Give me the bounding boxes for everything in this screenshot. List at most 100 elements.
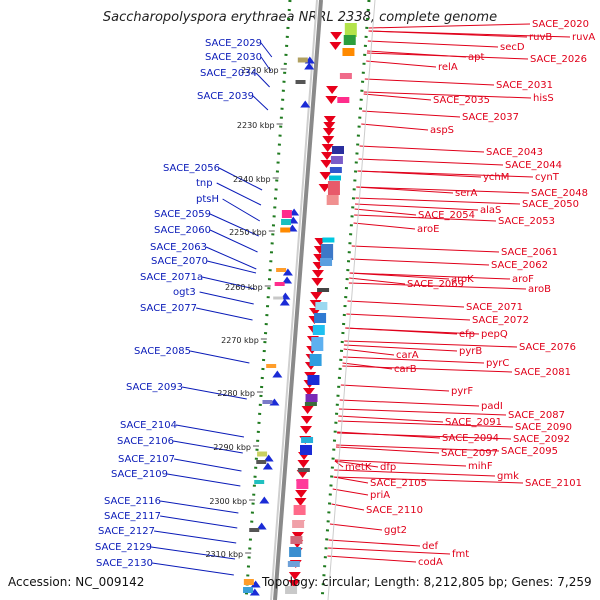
label-connector xyxy=(260,56,272,72)
label-connector xyxy=(343,356,485,364)
label-connector xyxy=(338,420,514,428)
right-gene-label: pepQ xyxy=(481,329,508,340)
right-gene-label: priA xyxy=(370,490,390,501)
right-gene-label: SACE_2081 xyxy=(514,367,571,378)
right-gene-label: carB xyxy=(394,364,417,375)
gene-block xyxy=(305,394,318,402)
gene-block xyxy=(337,97,350,103)
gene-block xyxy=(326,195,339,205)
label-connector xyxy=(218,167,263,191)
gene-arrow xyxy=(288,580,301,588)
right-gene-label: gmk xyxy=(497,471,519,482)
right-gene-label: ychM xyxy=(483,172,509,183)
right-gene-label: SACE_2031 xyxy=(496,80,553,91)
right-gene-label: SACE_2105 xyxy=(370,478,427,489)
label-connector xyxy=(329,523,383,531)
label-connector xyxy=(333,476,369,484)
tick-label: 2250 kbp xyxy=(229,228,267,237)
gene-arrow xyxy=(249,588,260,596)
gene-arrow xyxy=(302,388,315,396)
label-connector xyxy=(353,222,416,230)
label-connector xyxy=(167,473,241,487)
right-gene-label: SACE_2095 xyxy=(501,446,558,457)
gene-block xyxy=(257,451,268,457)
gene-block xyxy=(344,23,357,37)
right-dotted-strand xyxy=(320,0,371,600)
gene-block xyxy=(292,520,305,528)
right-gene-label: SACE_2020 xyxy=(532,19,589,30)
label-connector xyxy=(336,444,500,452)
gene-block xyxy=(290,536,303,544)
right-gene-label: SACE_2087 xyxy=(508,410,565,421)
topology-text: Topology: circular; Length: 8,212,805 bp… xyxy=(262,575,592,589)
right-gene-label: aroB xyxy=(528,284,551,295)
gene-arrow xyxy=(326,86,339,94)
tick-label: 2220 kbp xyxy=(241,66,279,75)
gene-block xyxy=(307,375,320,385)
gene-block xyxy=(262,400,273,404)
left-gene-label: SACE_2056 xyxy=(163,163,220,174)
label-connector xyxy=(355,197,521,205)
left-gene-label: SACE_2039 xyxy=(197,91,254,102)
gene-block xyxy=(297,468,310,472)
gene-block xyxy=(287,561,300,567)
label-connector xyxy=(342,365,513,373)
gene-block xyxy=(280,227,291,233)
gene-block xyxy=(311,337,324,351)
gene-arrow xyxy=(297,460,310,468)
label-connector xyxy=(327,555,417,563)
gene-arrow xyxy=(311,270,324,278)
left-gene-label: SACE_2093 xyxy=(126,382,183,393)
left-gene-label: ogt3 xyxy=(173,287,196,298)
tick-label: 2240 kbp xyxy=(233,175,271,184)
gene-arrow xyxy=(322,136,335,144)
gene-arrow xyxy=(330,32,343,40)
label-connector xyxy=(357,170,534,178)
gene-block xyxy=(343,35,356,45)
right-gene-label: SACE_2110 xyxy=(366,505,423,516)
gene-block xyxy=(330,156,343,164)
label-connector xyxy=(328,547,451,555)
gene-block xyxy=(320,258,333,266)
label-connector xyxy=(334,459,467,467)
label-connector xyxy=(350,258,490,266)
left-gene-label: SACE_2129 xyxy=(95,542,152,553)
right-gene-label: SACE_2062 xyxy=(491,260,548,271)
left-gene-label: SACE_2130 xyxy=(96,558,153,569)
tick-label: 2310 kbp xyxy=(205,550,243,559)
gene-block xyxy=(281,210,292,218)
right-gene-label: SACE_2092 xyxy=(513,434,570,445)
gene-arrow xyxy=(310,292,323,300)
left-gene-label: SACE_2106 xyxy=(117,436,174,447)
label-connector xyxy=(362,110,461,118)
tick-label: 2280 kbp xyxy=(217,389,255,398)
label-connector xyxy=(199,291,254,305)
gene-block xyxy=(243,579,254,585)
gene-block xyxy=(281,219,292,225)
accession-text: Accession: NC_009142 xyxy=(8,575,145,589)
right-gene-label: cynT xyxy=(535,172,560,183)
left-gene-label: tnp xyxy=(196,178,213,189)
left-gene-label: SACE_2104 xyxy=(120,420,177,431)
label-connector xyxy=(176,424,245,438)
right-gene-label: ruvB xyxy=(529,32,552,43)
gene-arrow xyxy=(300,100,311,108)
right-gene-label: SACE_2050 xyxy=(522,199,579,210)
right-gene-label: SACE_2044 xyxy=(505,160,562,171)
gene-arrow xyxy=(320,160,333,168)
label-connector xyxy=(347,300,465,308)
gene-block xyxy=(256,460,267,464)
gene-block xyxy=(314,313,327,323)
gene-arrow xyxy=(282,268,293,276)
gene-arrow xyxy=(259,496,270,504)
label-connector xyxy=(342,362,393,370)
right-gene-label: carA xyxy=(396,350,419,361)
label-connector xyxy=(349,277,406,285)
gene-arrow xyxy=(250,580,261,588)
right-gene-label: dfp xyxy=(380,462,396,473)
left-gene-label: SACE_2116 xyxy=(104,496,161,507)
label-connector xyxy=(334,460,379,468)
gene-block xyxy=(312,325,325,335)
gene-block xyxy=(329,167,342,173)
